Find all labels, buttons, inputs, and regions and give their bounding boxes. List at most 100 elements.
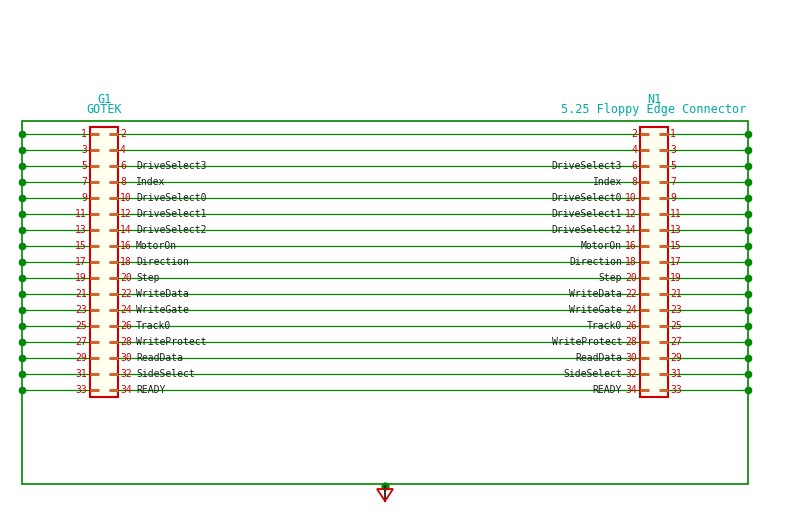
Text: 29: 29 (670, 353, 682, 363)
Text: 6: 6 (631, 161, 637, 171)
Text: ReadData: ReadData (575, 353, 622, 363)
Text: 27: 27 (670, 337, 682, 347)
Text: 34: 34 (120, 385, 132, 395)
Text: 8: 8 (120, 177, 126, 187)
Bar (90, 127, 118, 397)
Text: 24: 24 (626, 305, 637, 315)
Text: DriveSelect1: DriveSelect1 (136, 209, 206, 219)
Text: 19: 19 (75, 273, 87, 283)
Text: 33: 33 (670, 385, 682, 395)
Text: 7: 7 (670, 177, 676, 187)
Text: Direction: Direction (569, 257, 622, 267)
Text: Track0: Track0 (136, 321, 171, 331)
Text: 3: 3 (81, 145, 87, 155)
Text: WriteData: WriteData (136, 289, 189, 299)
Text: WriteGate: WriteGate (136, 305, 189, 315)
Text: 12: 12 (626, 209, 637, 219)
Text: N1: N1 (647, 93, 661, 106)
Text: 24: 24 (120, 305, 132, 315)
Text: 6: 6 (120, 161, 126, 171)
Text: 20: 20 (626, 273, 637, 283)
Text: SideSelect: SideSelect (563, 369, 622, 379)
Text: WriteProtect: WriteProtect (136, 337, 206, 347)
Text: GOTEK: GOTEK (86, 103, 122, 116)
Text: Direction: Direction (136, 257, 189, 267)
Text: 23: 23 (670, 305, 682, 315)
Text: 5: 5 (81, 161, 87, 171)
Text: 20: 20 (120, 273, 132, 283)
Text: SideSelect: SideSelect (136, 369, 194, 379)
Text: Step: Step (136, 273, 159, 283)
Bar (22, 121, 748, 484)
Bar (640, 127, 668, 397)
Text: DriveSelect0: DriveSelect0 (136, 193, 206, 203)
Text: 4: 4 (120, 145, 126, 155)
Text: 32: 32 (120, 369, 132, 379)
Text: 34: 34 (626, 385, 637, 395)
Text: 14: 14 (626, 225, 637, 235)
Text: 16: 16 (626, 241, 637, 251)
Text: Step: Step (598, 273, 622, 283)
Text: 4: 4 (631, 145, 637, 155)
Text: 23: 23 (75, 305, 87, 315)
Text: 28: 28 (120, 337, 132, 347)
Text: WriteGate: WriteGate (569, 305, 622, 315)
Text: 14: 14 (120, 225, 132, 235)
Text: WriteData: WriteData (569, 289, 622, 299)
Text: 25: 25 (670, 321, 682, 331)
Text: DriveSelect2: DriveSelect2 (136, 225, 206, 235)
Text: 3: 3 (670, 145, 676, 155)
Text: 10: 10 (626, 193, 637, 203)
Text: 18: 18 (626, 257, 637, 267)
Text: ReadData: ReadData (136, 353, 183, 363)
Text: 5.25 Floppy Edge Connector: 5.25 Floppy Edge Connector (562, 103, 746, 116)
Text: 18: 18 (120, 257, 132, 267)
Text: 15: 15 (75, 241, 87, 251)
Text: 31: 31 (75, 369, 87, 379)
Text: 9: 9 (670, 193, 676, 203)
Text: 2: 2 (120, 129, 126, 139)
Text: DriveSelect3: DriveSelect3 (551, 161, 622, 171)
Text: 22: 22 (626, 289, 637, 299)
Text: 30: 30 (626, 353, 637, 363)
Text: 17: 17 (670, 257, 682, 267)
Text: 1: 1 (670, 129, 676, 139)
Text: 11: 11 (75, 209, 87, 219)
Text: READY: READY (593, 385, 622, 395)
Text: 30: 30 (120, 353, 132, 363)
Text: 15: 15 (670, 241, 682, 251)
Text: G1: G1 (97, 93, 111, 106)
Text: 11: 11 (670, 209, 682, 219)
Text: Index: Index (593, 177, 622, 187)
Text: 17: 17 (75, 257, 87, 267)
Text: 22: 22 (120, 289, 132, 299)
Text: 7: 7 (81, 177, 87, 187)
Text: Index: Index (136, 177, 166, 187)
Text: 9: 9 (81, 193, 87, 203)
Text: 5: 5 (670, 161, 676, 171)
Text: 21: 21 (670, 289, 682, 299)
Text: DriveSelect2: DriveSelect2 (551, 225, 622, 235)
Text: 33: 33 (75, 385, 87, 395)
Text: 8: 8 (631, 177, 637, 187)
Text: 10: 10 (120, 193, 132, 203)
Text: DriveSelect3: DriveSelect3 (136, 161, 206, 171)
Text: READY: READY (136, 385, 166, 395)
Text: 16: 16 (120, 241, 132, 251)
Text: DriveSelect0: DriveSelect0 (551, 193, 622, 203)
Text: 13: 13 (75, 225, 87, 235)
Text: 19: 19 (670, 273, 682, 283)
Text: DriveSelect1: DriveSelect1 (551, 209, 622, 219)
Text: 2: 2 (631, 129, 637, 139)
Text: 27: 27 (75, 337, 87, 347)
Text: 1: 1 (81, 129, 87, 139)
Text: 25: 25 (75, 321, 87, 331)
Text: 31: 31 (670, 369, 682, 379)
Text: 26: 26 (626, 321, 637, 331)
Text: 21: 21 (75, 289, 87, 299)
Text: Track0: Track0 (586, 321, 622, 331)
Text: 26: 26 (120, 321, 132, 331)
Text: 32: 32 (626, 369, 637, 379)
Text: MotorOn: MotorOn (136, 241, 177, 251)
Text: 12: 12 (120, 209, 132, 219)
